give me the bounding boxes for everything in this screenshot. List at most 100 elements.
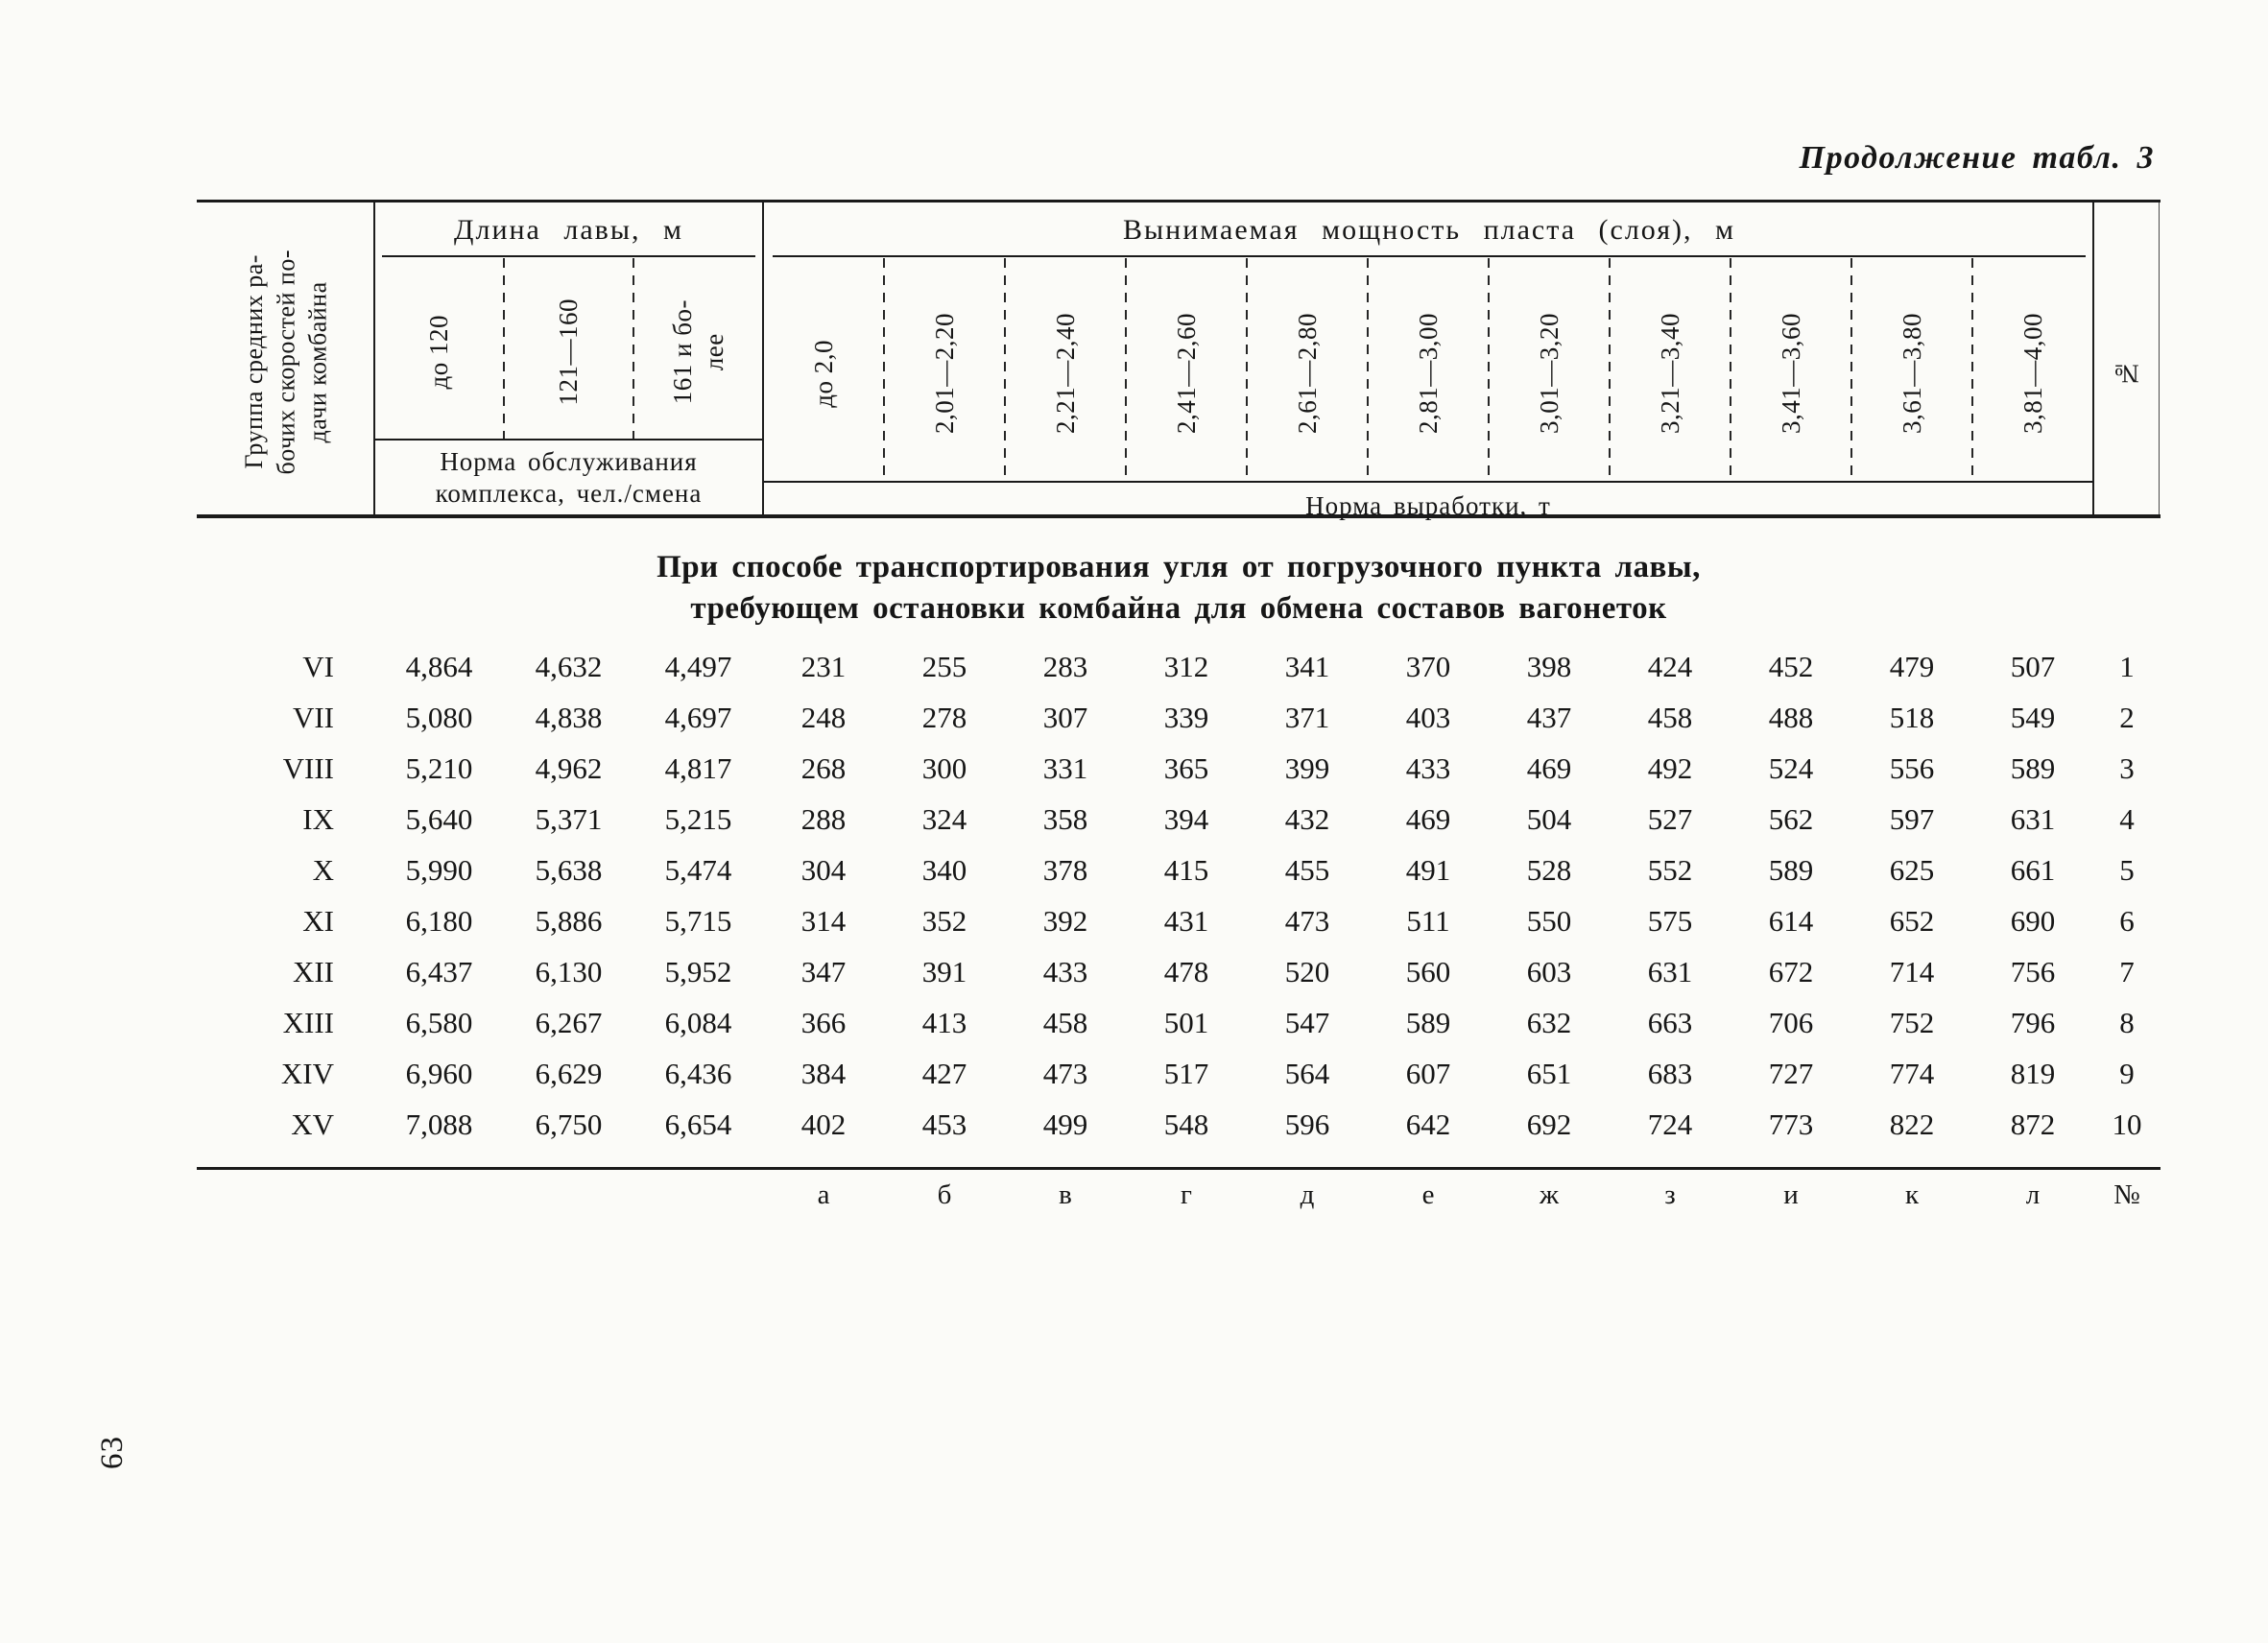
group-cell: XI	[302, 903, 334, 938]
mass-col-header-11: 3,81—4,00	[1972, 266, 2093, 481]
row-number-cell: 8	[2119, 1005, 2135, 1039]
empty-cell	[633, 1172, 763, 1218]
length-group-caption: Норма обслуживания комплекса, чел./смена	[374, 446, 763, 510]
value-cell: 431	[1163, 903, 1209, 938]
row-number-cell: 4	[2119, 801, 2135, 836]
value-cell: 6,180	[405, 903, 473, 938]
value-cell: 692	[1526, 1107, 1572, 1141]
group-cell: IX	[302, 801, 334, 836]
value-cell: 5,080	[405, 700, 473, 734]
mass-col-label: 3,81—4,00	[2017, 313, 2047, 434]
value-cell: 452	[1768, 649, 1814, 683]
value-cell: 517	[1163, 1056, 1209, 1090]
value-cell: 589	[1768, 852, 1814, 887]
value-cell: 550	[1526, 903, 1572, 938]
mass-col-label: 2,21—2,40	[1050, 313, 1080, 434]
value-cell: 492	[1647, 750, 1693, 785]
value-cell: 458	[1647, 700, 1693, 734]
value-cell: 331	[1042, 750, 1088, 785]
value-cell: 6,437	[405, 954, 473, 988]
value-cell: 524	[1768, 750, 1814, 785]
value-cell: 304	[800, 852, 847, 887]
caption-line: Норма обслуживания	[440, 447, 698, 476]
header-dashed-divider	[633, 258, 634, 439]
mass-col-header-10: 3,61—3,80	[1851, 266, 1972, 481]
value-cell: 7,088	[405, 1107, 473, 1141]
value-cell: 432	[1284, 801, 1330, 836]
header-dashed-divider	[503, 258, 505, 439]
value-cell: 774	[1889, 1056, 1935, 1090]
mass-col-label: до 2,0	[808, 339, 838, 408]
mass-col-header-5: 2,61—2,80	[1247, 266, 1368, 481]
value-cell: 427	[921, 1056, 967, 1090]
row-number-cell: 6	[2119, 903, 2135, 938]
value-cell: 4,817	[664, 750, 732, 785]
speed-group-column-header: Группа средних ра- бочих скоростей по- д…	[197, 202, 374, 521]
column-letter: ж	[1539, 1179, 1560, 1210]
value-cell: 5,215	[664, 801, 732, 836]
mass-col-label: 2,61—2,80	[1292, 313, 1322, 434]
value-cell: 403	[1405, 700, 1451, 734]
value-cell: 424	[1647, 649, 1693, 683]
value-cell: 366	[800, 1005, 847, 1039]
norms-table: Группа средних ра- бочих скоростей по- д…	[197, 200, 2161, 1218]
value-cell: 6,084	[664, 1005, 732, 1039]
value-cell: 596	[1284, 1107, 1330, 1141]
value-cell: 527	[1647, 801, 1693, 836]
value-cell: 683	[1647, 1056, 1693, 1090]
column-letter: л	[2025, 1179, 2041, 1210]
value-cell: 488	[1768, 700, 1814, 734]
value-cell: 589	[1405, 1005, 1451, 1039]
value-cell: 564	[1284, 1056, 1330, 1090]
value-cell: 399	[1284, 750, 1330, 785]
value-cell: 5,952	[664, 954, 732, 988]
value-cell: 378	[1042, 852, 1088, 887]
value-cell: 819	[2010, 1056, 2056, 1090]
value-cell: 6,580	[405, 1005, 473, 1039]
row-number-cell: 2	[2119, 700, 2135, 734]
value-cell: 499	[1042, 1107, 1088, 1141]
value-cell: 433	[1405, 750, 1451, 785]
value-cell: 5,474	[664, 852, 732, 887]
mass-col-header-9: 3,41—3,60	[1731, 266, 1851, 481]
value-cell: 473	[1042, 1056, 1088, 1090]
length-group-title: Длина лавы, м	[382, 214, 755, 257]
table-continuation-caption: Продолжение табл. 3	[1799, 140, 2155, 176]
value-cell: 300	[921, 750, 967, 785]
value-cell: 341	[1284, 649, 1330, 683]
value-cell: 307	[1042, 700, 1088, 734]
value-cell: 268	[800, 750, 847, 785]
mass-col-header-3: 2,21—2,40	[1005, 266, 1126, 481]
value-cell: 614	[1768, 903, 1814, 938]
mass-col-header-8: 3,21—3,40	[1610, 266, 1731, 481]
mass-group-separator	[763, 481, 2093, 483]
value-cell: 756	[2010, 954, 2056, 988]
row-number-cell: 3	[2119, 750, 2135, 785]
value-cell: 339	[1163, 700, 1209, 734]
value-cell: 511	[1406, 903, 1450, 938]
value-cell: 607	[1405, 1056, 1451, 1090]
table-header: Группа средних ра- бочих скоростей по- д…	[197, 200, 2161, 521]
value-cell: 4,632	[535, 649, 603, 683]
label-line: Группа средних ра-	[239, 254, 268, 469]
label-line: дачи комбайна	[303, 280, 332, 443]
note-line: При способе транспортирования угля от по…	[657, 550, 1701, 584]
value-cell: 727	[1768, 1056, 1814, 1090]
value-cell: 5,886	[535, 903, 603, 938]
speed-group-column-label: Группа средних ра- бочих скоростей по- д…	[238, 250, 334, 474]
value-cell: 278	[921, 700, 967, 734]
value-cell: 358	[1042, 801, 1088, 836]
value-cell: 752	[1889, 1005, 1935, 1039]
value-cell: 433	[1042, 954, 1088, 988]
value-cell: 603	[1526, 954, 1572, 988]
header-dashed-divider	[1850, 258, 1852, 481]
row-number-cell: 10	[2112, 1107, 2142, 1141]
mass-col-label: 2,81—3,00	[1413, 313, 1443, 434]
label-line: 161 и бо-	[667, 299, 697, 405]
value-cell: 453	[921, 1107, 967, 1141]
group-cell: VII	[292, 700, 334, 734]
mass-col-label: 3,41—3,60	[1776, 313, 1805, 434]
mass-col-header-2: 2,01—2,20	[884, 266, 1005, 481]
value-cell: 4,497	[664, 649, 732, 683]
length-col-label: 121—160	[554, 298, 584, 406]
